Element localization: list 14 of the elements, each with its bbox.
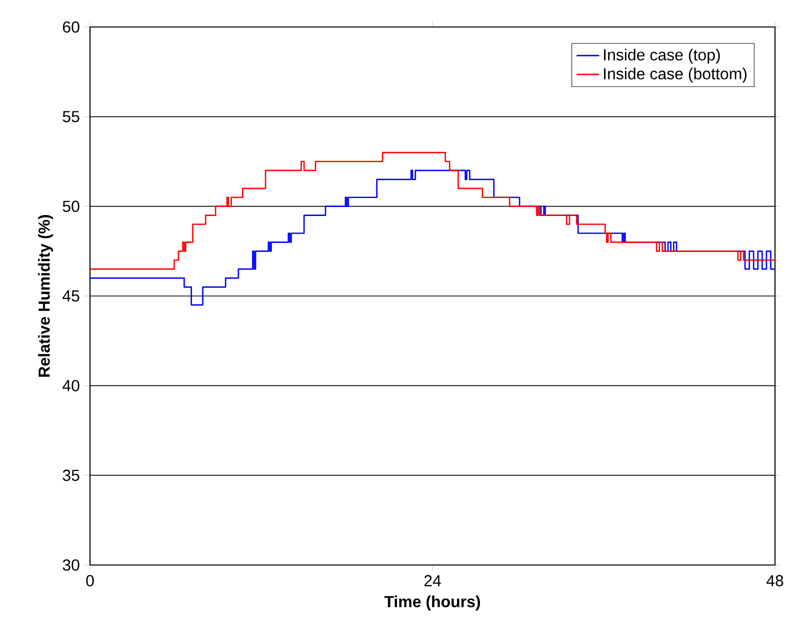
x-tick-label: 0 xyxy=(86,575,94,586)
y-tick-label: 30 xyxy=(62,559,80,571)
y-tick-label: 45 xyxy=(62,290,80,302)
y-axis-title: Relative Humidity (%) xyxy=(38,215,54,377)
y-tick-label: 60 xyxy=(62,21,80,33)
x-tick-label: 48 xyxy=(766,575,784,586)
y-tick-label: 40 xyxy=(62,380,80,392)
legend-label: Inside case (bottom) xyxy=(604,68,746,83)
x-axis-title: Time (hours) xyxy=(384,596,480,610)
y-tick-label: 55 xyxy=(62,111,80,122)
x-tick-label: 24 xyxy=(424,575,441,586)
y-tick-label: 50 xyxy=(62,200,80,212)
y-tick-label: 35 xyxy=(62,470,80,481)
legend-label: Inside case (top) xyxy=(604,48,720,64)
